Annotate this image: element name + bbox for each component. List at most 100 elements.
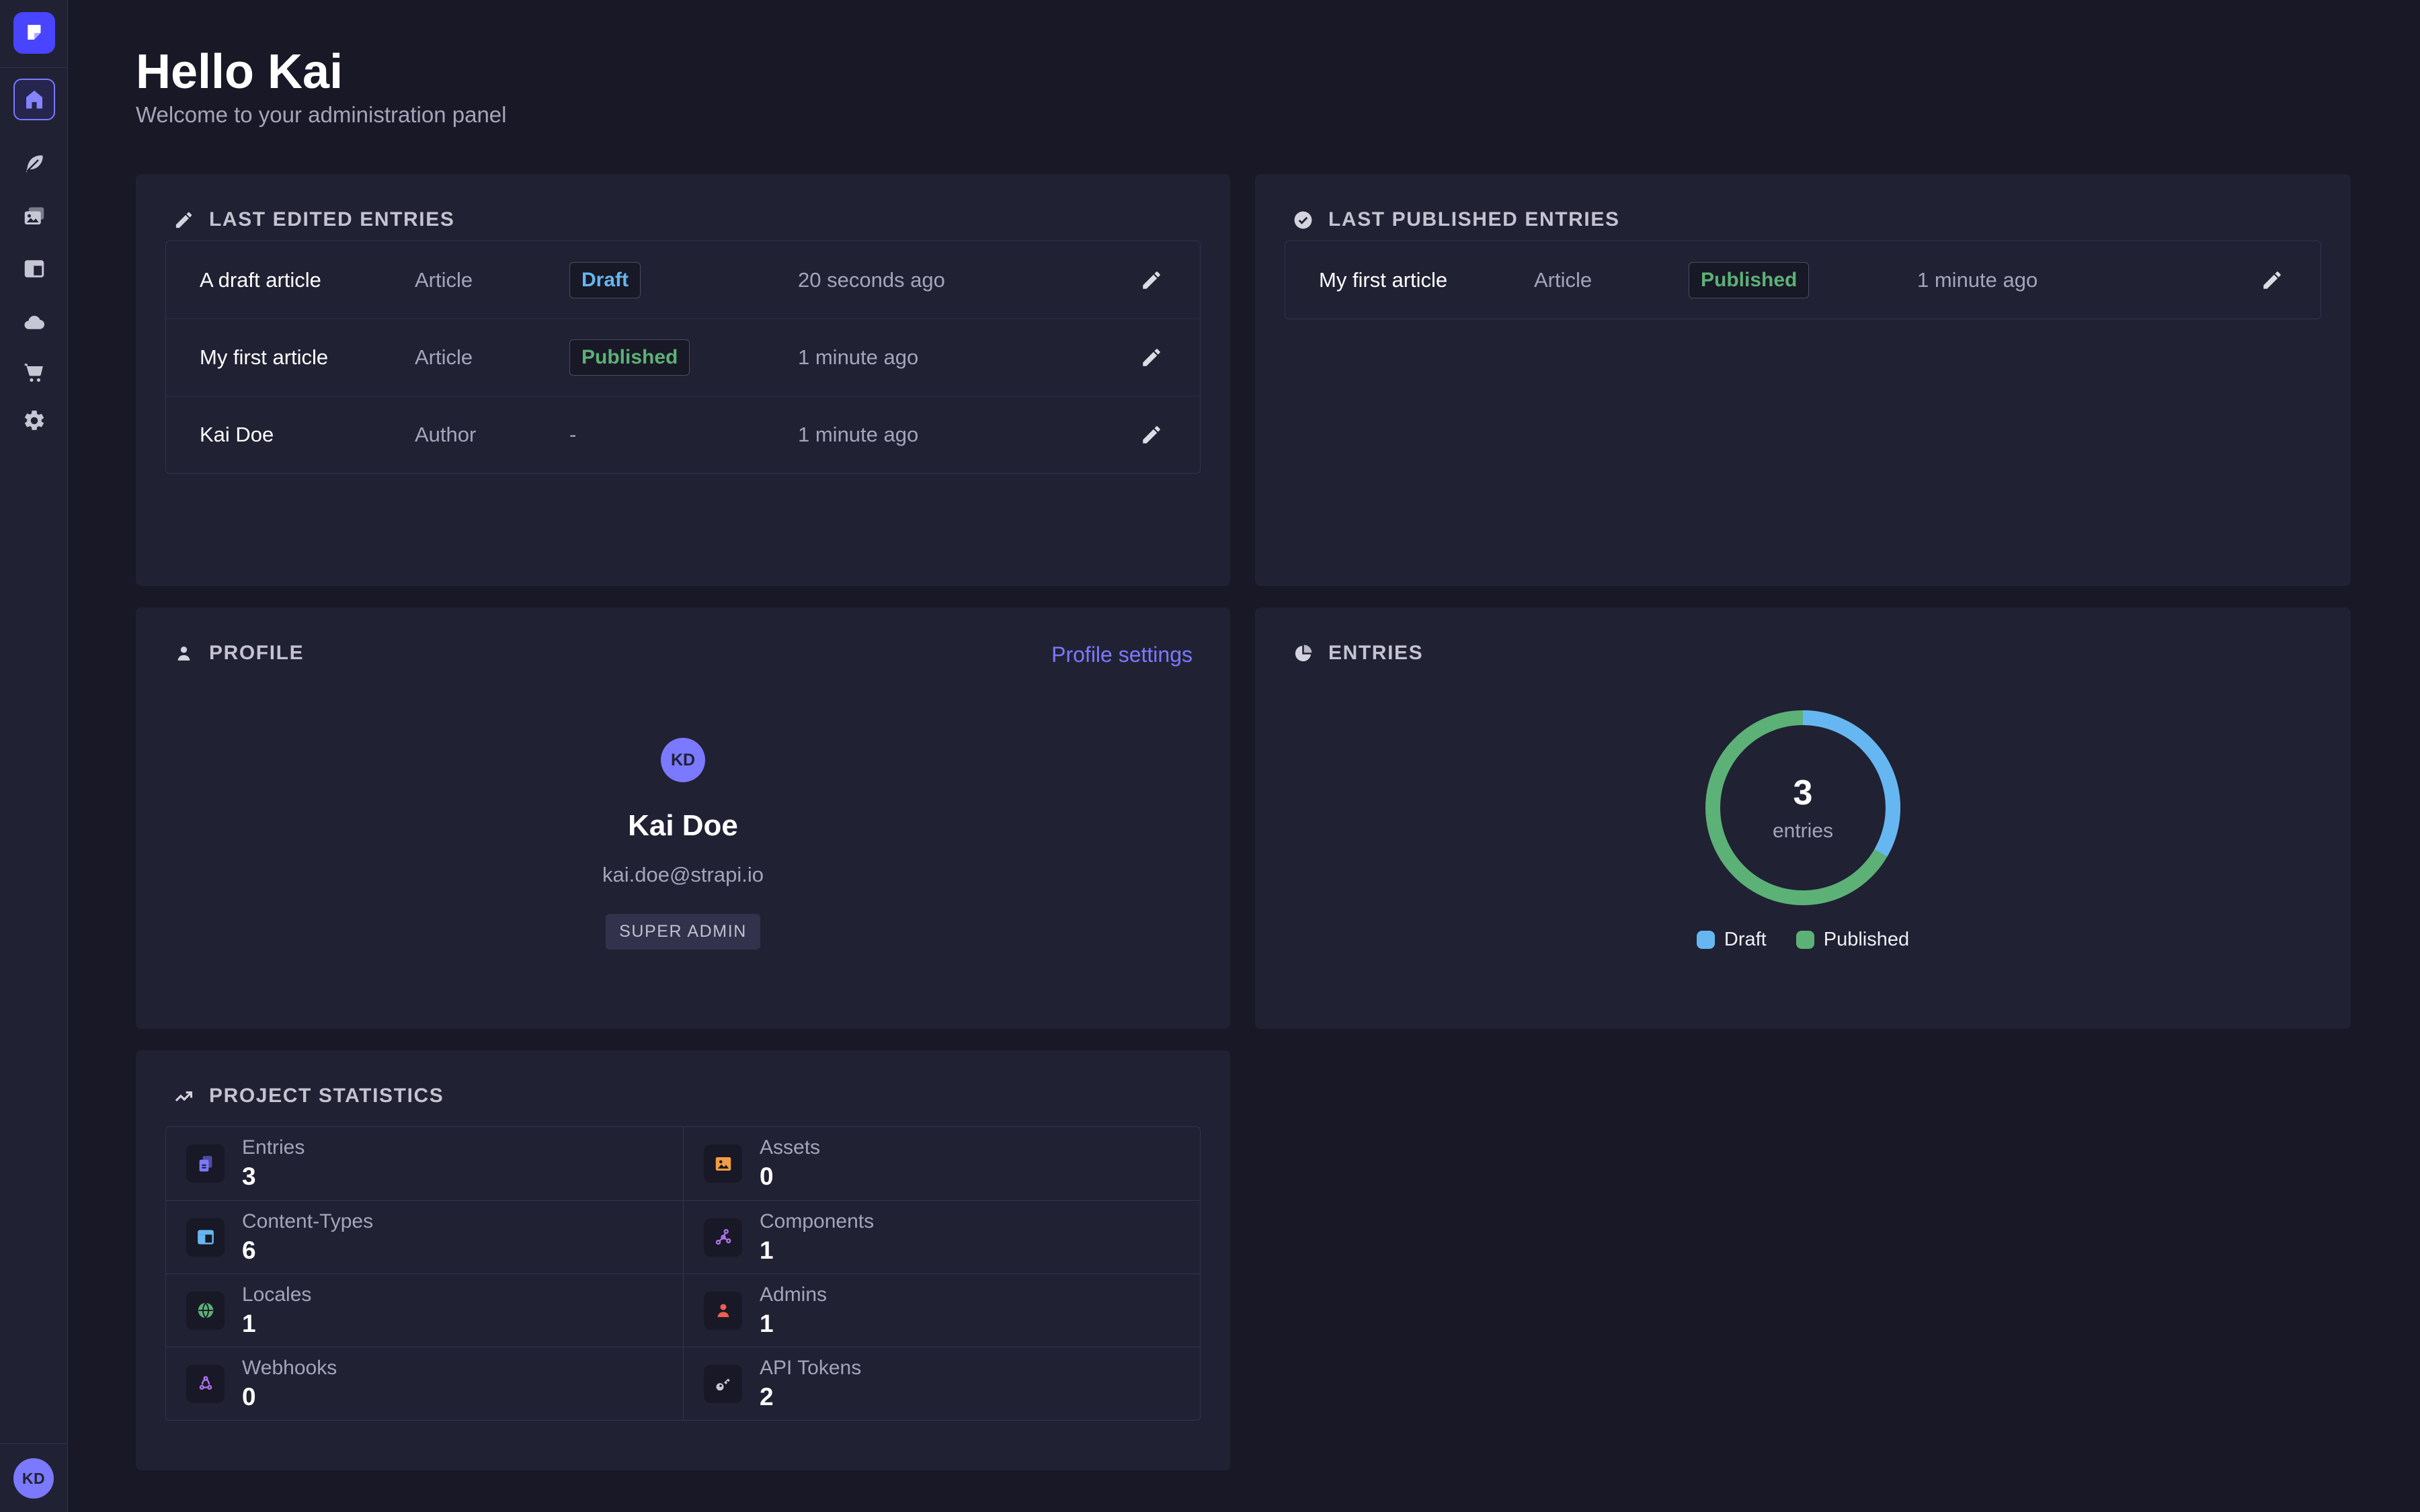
profile-email: kai.doe@strapi.io xyxy=(602,863,764,887)
entries-header: ENTRIES xyxy=(1293,641,2321,665)
stat-api-tokens: API Tokens 2 xyxy=(683,1347,1200,1420)
stat-webhooks: Webhooks 0 xyxy=(166,1347,683,1420)
table-row[interactable]: A draft article Article Draft 20 seconds… xyxy=(166,241,1200,319)
strapi-logo-icon xyxy=(22,21,46,45)
status-badge: Draft xyxy=(569,262,641,298)
sidebar-footer-divider xyxy=(0,1443,68,1444)
profile-name: Kai Doe xyxy=(628,809,738,843)
pencil-icon xyxy=(1140,423,1163,446)
legend-item-published: Published xyxy=(1796,929,1909,951)
stat-value: 0 xyxy=(760,1163,820,1191)
globe-icon xyxy=(196,1300,216,1320)
chart-legend: Draft Published xyxy=(1697,929,1909,951)
strapi-logo[interactable] xyxy=(13,12,55,54)
page-title: Hello Kai xyxy=(136,44,343,99)
stat-locales: Locales 1 xyxy=(166,1273,683,1347)
stat-value: 6 xyxy=(242,1236,373,1265)
table-row[interactable]: Kai Doe Author - 1 minute ago xyxy=(166,396,1200,473)
entry-type: Article xyxy=(415,345,569,370)
check-circle-icon xyxy=(1293,210,1314,230)
legend-label: Draft xyxy=(1724,929,1767,951)
edit-entry-button[interactable] xyxy=(1137,343,1166,372)
stats-grid: Entries 3 Assets 0 xyxy=(165,1126,1201,1421)
card-title: PROFILE xyxy=(209,642,304,665)
stat-tile xyxy=(704,1292,742,1330)
sidebar-user-avatar[interactable]: KD xyxy=(13,1458,54,1499)
sidebar-item-content-type-builder[interactable] xyxy=(13,248,55,290)
pencil-icon xyxy=(2261,269,2284,292)
legend-item-draft: Draft xyxy=(1697,929,1767,951)
entry-title: A draft article xyxy=(200,268,415,292)
card-title: PROJECT STATISTICS xyxy=(209,1085,444,1107)
last-published-table: My first article Article Published 1 min… xyxy=(1285,241,2321,319)
status-badge: Published xyxy=(1689,262,1809,298)
molecule-icon xyxy=(713,1227,733,1247)
stat-tile xyxy=(704,1144,742,1183)
sidebar: KD xyxy=(0,0,68,1512)
table-row[interactable]: My first article Article Published 1 min… xyxy=(1285,241,2321,319)
entries-chart-card: ENTRIES 3 entries Draft xyxy=(1255,607,2351,1029)
gear-icon xyxy=(22,409,46,433)
home-icon xyxy=(22,87,46,112)
edit-entry-button[interactable] xyxy=(1137,265,1166,295)
stat-tile xyxy=(704,1218,742,1257)
sidebar-item-home[interactable] xyxy=(13,79,55,120)
entry-type: Author xyxy=(415,423,569,447)
page-subtitle: Welcome to your administration panel xyxy=(136,102,507,128)
stat-value: 0 xyxy=(242,1383,337,1411)
sidebar-item-settings[interactable] xyxy=(13,400,55,442)
stat-admins: Admins 1 xyxy=(683,1273,1200,1347)
stat-value: 1 xyxy=(760,1236,874,1265)
documents-icon xyxy=(196,1154,216,1174)
sidebar-item-deploy[interactable] xyxy=(13,302,55,343)
stat-label: Webhooks xyxy=(242,1357,337,1380)
entry-title: My first article xyxy=(1319,268,1534,292)
status-badge: Published xyxy=(569,339,690,376)
pencil-icon xyxy=(173,210,194,230)
stat-tile xyxy=(186,1292,225,1330)
stat-value: 1 xyxy=(242,1310,311,1338)
key-icon xyxy=(713,1374,733,1394)
table-row[interactable]: My first article Article Published 1 min… xyxy=(166,319,1200,396)
pencil-icon xyxy=(1140,269,1163,292)
card-title: ENTRIES xyxy=(1328,642,1423,665)
last-published-entries-card: LAST PUBLISHED ENTRIES My first article … xyxy=(1255,174,2351,586)
last-edited-table: A draft article Article Draft 20 seconds… xyxy=(165,241,1201,474)
edit-entry-button[interactable] xyxy=(2257,265,2287,295)
sidebar-item-media-library[interactable] xyxy=(13,196,55,237)
card-title: LAST EDITED ENTRIES xyxy=(209,208,454,231)
sidebar-item-marketplace[interactable] xyxy=(13,351,55,393)
stat-tile xyxy=(704,1365,742,1403)
stat-assets: Assets 0 xyxy=(683,1127,1200,1200)
dashboard-grid: LAST EDITED ENTRIES A draft article Arti… xyxy=(136,174,2351,1470)
trend-up-icon xyxy=(173,1086,194,1107)
layout-icon xyxy=(196,1227,216,1247)
stat-tile xyxy=(186,1144,225,1183)
card-title: LAST PUBLISHED ENTRIES xyxy=(1328,208,1620,231)
stat-value: 2 xyxy=(760,1383,861,1411)
entry-type: Article xyxy=(1534,268,1689,292)
webhook-icon xyxy=(196,1374,216,1394)
donut-total-label: entries xyxy=(1773,820,1833,843)
last-edited-header: LAST EDITED ENTRIES xyxy=(173,208,1201,232)
profile-avatar: KD xyxy=(661,738,705,782)
profile-body: KD Kai Doe kai.doe@strapi.io SUPER ADMIN xyxy=(165,665,1201,950)
legend-label: Published xyxy=(1824,929,1909,951)
profile-card: PROFILE Profile settings KD Kai Doe kai.… xyxy=(136,607,1230,1029)
stat-tile xyxy=(186,1218,225,1257)
layout-icon xyxy=(22,257,46,281)
donut-chart-area: 3 entries Draft Published xyxy=(1285,665,2321,951)
shopping-cart-icon xyxy=(22,360,46,384)
stat-label: Entries xyxy=(242,1136,305,1159)
stat-label: Admins xyxy=(760,1284,827,1306)
draft-swatch xyxy=(1697,931,1715,949)
sidebar-item-content-manager[interactable] xyxy=(13,143,55,185)
entry-title: Kai Doe xyxy=(200,423,415,447)
entry-time: 1 minute ago xyxy=(798,423,1087,447)
last-edited-entries-card: LAST EDITED ENTRIES A draft article Arti… xyxy=(136,174,1230,586)
person-icon xyxy=(173,643,194,664)
stat-label: Locales xyxy=(242,1284,311,1306)
profile-settings-link[interactable]: Profile settings xyxy=(1051,642,1193,667)
entry-time: 1 minute ago xyxy=(1917,268,2206,292)
edit-entry-button[interactable] xyxy=(1137,420,1166,450)
